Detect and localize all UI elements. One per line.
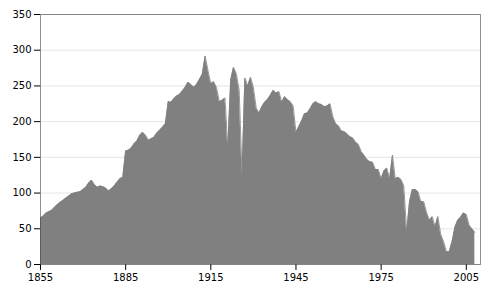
svg-text:200: 200 bbox=[12, 116, 31, 127]
svg-text:150: 150 bbox=[12, 152, 31, 163]
svg-text:1975: 1975 bbox=[368, 272, 393, 283]
svg-text:1945: 1945 bbox=[283, 272, 308, 283]
svg-text:1885: 1885 bbox=[113, 272, 138, 283]
svg-text:0: 0 bbox=[25, 259, 31, 270]
svg-text:300: 300 bbox=[12, 44, 31, 55]
svg-text:250: 250 bbox=[12, 80, 31, 91]
svg-text:1855: 1855 bbox=[28, 272, 53, 283]
svg-text:350: 350 bbox=[12, 9, 31, 20]
svg-text:1915: 1915 bbox=[198, 272, 223, 283]
svg-text:2005: 2005 bbox=[454, 272, 479, 283]
svg-text:100: 100 bbox=[12, 187, 31, 198]
svg-text:50: 50 bbox=[19, 223, 32, 234]
